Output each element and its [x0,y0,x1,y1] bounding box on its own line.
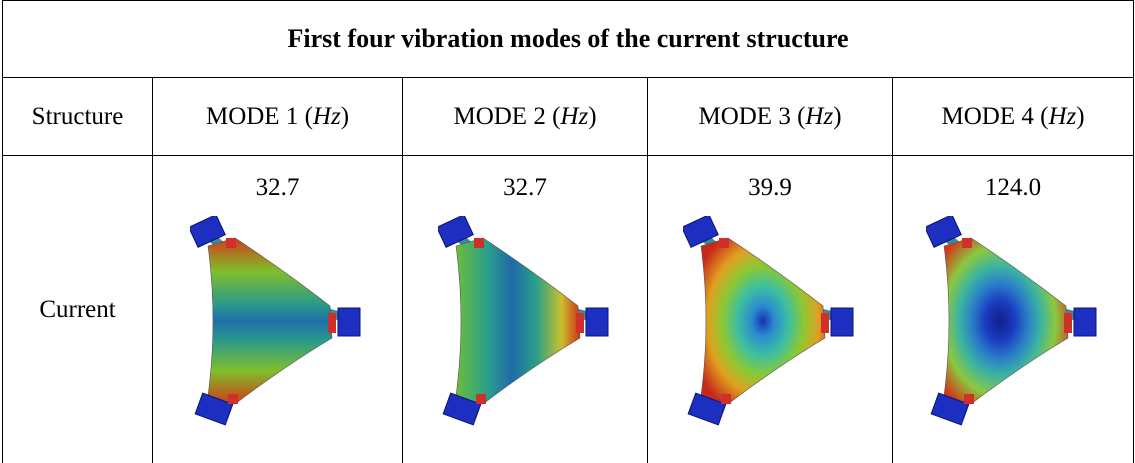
header-text: MODE 4 ( [942,103,1049,130]
header-text: ) [833,103,841,130]
header-unit: Hz [560,103,588,130]
mode-cell: 39.9 [648,156,893,463]
header-cell: MODE 1 (Hz) [153,78,403,156]
table-title: First four vibration modes of the curren… [3,1,1134,78]
header-cell: MODE 2 (Hz) [403,78,648,156]
frequency: 39.9 [648,174,892,204]
mode-image [926,216,1101,426]
frequency: 32.7 [403,174,647,204]
mode-cell: 32.7 [403,156,648,463]
frequency: 32.7 [153,174,402,204]
page: First four vibration modes of the curren… [0,0,1135,462]
frequency: 124.0 [893,174,1133,204]
mode-image [683,216,858,426]
header-cell: MODE 3 (Hz) [648,78,893,156]
header-text: ) [588,103,596,130]
header-cell: Structure [3,78,153,156]
header-text: MODE 3 ( [698,103,805,130]
mode-image [438,216,613,426]
mode-image [190,216,365,426]
header-text: ) [341,103,349,130]
row-label: Current [3,156,153,463]
header-text: ) [1076,103,1084,130]
header-cell: MODE 4 (Hz) [893,78,1134,156]
mode-cell: 32.7 [153,156,403,463]
header-unit: Hz [1048,103,1076,130]
header-unit: Hz [805,103,833,130]
header-text: MODE 2 ( [453,103,560,130]
header-text: MODE 1 ( [206,103,313,130]
modes-table: First four vibration modes of the curren… [2,0,1134,463]
mode-cell: 124.0 [893,156,1134,463]
header-unit: Hz [313,103,341,130]
